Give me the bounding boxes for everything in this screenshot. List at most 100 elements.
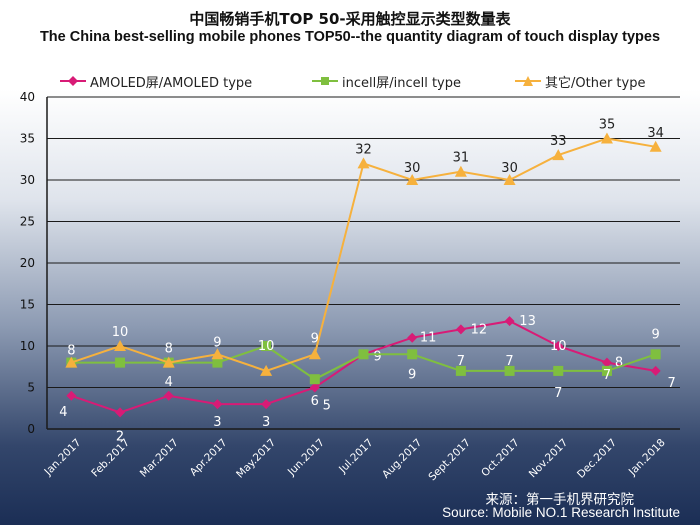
legend: AMOLED屏/AMOLED type incell屏/incell type … <box>60 70 680 92</box>
x-tick-label-12: Jan.2018 <box>626 437 668 479</box>
data-label-other-12: 34 <box>647 126 664 141</box>
point-other-1 <box>114 340 127 351</box>
x-tick-label-4: May.2017 <box>234 437 278 481</box>
data-label-other-7: 30 <box>404 161 421 176</box>
point-other-11 <box>600 132 613 144</box>
point-other-3 <box>211 348 224 360</box>
point-amoled-1 <box>115 407 126 418</box>
point-amoled-0 <box>66 390 77 401</box>
data-label-incell-7: 9 <box>408 367 416 382</box>
data-label-amoled-3: 3 <box>213 415 221 430</box>
point-incell-4 <box>261 341 272 351</box>
data-label-other-10: 33 <box>550 134 567 149</box>
point-amoled-9 <box>504 316 515 327</box>
source-chinese: 来源：第一手机界研究院 <box>485 492 635 507</box>
data-label-amoled-11: 8 <box>615 356 623 371</box>
x-tick-label-10: Nov.2017 <box>527 437 571 481</box>
point-incell-11 <box>601 365 612 376</box>
x-tick-label-8: Sept.2017 <box>426 437 473 484</box>
data-label-amoled-1: 2 <box>116 429 124 444</box>
y-tick-label-40: 40 <box>20 90 35 104</box>
series-line-amoled <box>71 320 656 414</box>
legend-item-amoled: AMOLED屏/AMOLED type <box>60 70 252 92</box>
data-label-amoled-9: 13 <box>519 314 536 329</box>
point-amoled-10 <box>553 341 564 351</box>
y-tick-label-0: 0 <box>27 422 35 436</box>
x-tick-label-6: Jul.2017 <box>336 437 375 476</box>
data-label-incell-9: 7 <box>505 354 513 369</box>
y-tick-label-15: 15 <box>20 298 35 312</box>
point-incell-3 <box>212 357 223 368</box>
y-tick-label-10: 10 <box>20 339 35 353</box>
point-other-8 <box>454 165 467 177</box>
point-amoled-3 <box>212 399 223 410</box>
data-label-other-1: 10 <box>112 325 129 340</box>
x-tick-label-1: Feb.2017 <box>89 437 132 480</box>
x-tick-label-2: Mar.2017 <box>138 437 181 480</box>
data-label-amoled-0: 4 <box>59 405 67 420</box>
point-incell-6 <box>358 349 369 360</box>
source-english: Source: Mobile NO.1 Research Institute <box>442 505 680 520</box>
legend-item-incell: incell屏/incell type <box>312 70 461 92</box>
point-amoled-12 <box>650 365 661 376</box>
data-label-incell-8: 7 <box>457 354 465 369</box>
data-label-incell-11: 7 <box>603 368 611 383</box>
data-label-other-5: 9 <box>311 331 319 346</box>
data-label-other-9: 30 <box>501 161 518 176</box>
point-incell-9 <box>504 365 515 376</box>
legend-label-amoled: AMOLED屏/AMOLED type <box>90 75 253 91</box>
point-incell-10 <box>553 365 564 376</box>
data-label-amoled-8: 12 <box>471 322 488 337</box>
point-incell-5 <box>309 374 320 385</box>
data-label-other-8: 31 <box>453 151 470 166</box>
x-tick-label-3: Apr.2017 <box>188 437 230 479</box>
x-tick-label-0: Jan.2017 <box>42 437 84 479</box>
data-label-amoled-5: 5 <box>323 399 331 414</box>
point-incell-7 <box>407 349 418 360</box>
data-label-amoled-10: 10 <box>550 339 567 354</box>
point-other-2 <box>162 356 175 368</box>
data-label-incell-4: 10 <box>258 339 275 354</box>
x-tick-label-9: Oct.2017 <box>479 437 522 480</box>
x-tick-label-5: Jun.2017 <box>285 437 327 479</box>
point-amoled-4 <box>261 399 272 410</box>
data-label-incell-12: 9 <box>652 327 660 342</box>
point-other-12 <box>649 140 662 152</box>
point-other-4 <box>260 364 273 376</box>
y-tick-label-30: 30 <box>20 173 35 187</box>
data-label-other-6: 32 <box>355 142 372 157</box>
y-tick-label-35: 35 <box>20 132 35 146</box>
data-label-amoled-7: 11 <box>420 331 437 346</box>
point-other-5 <box>308 348 321 360</box>
data-label-other-0: 8 <box>67 344 75 359</box>
point-incell-1 <box>115 357 126 368</box>
chart-title-chinese: 中国畅销手机TOP 50-采用触控显示类型数量表 <box>189 10 511 28</box>
data-label-amoled-4: 3 <box>262 415 270 430</box>
point-amoled-8 <box>455 324 466 335</box>
x-tick-label-11: Dec.2017 <box>575 437 619 481</box>
data-label-amoled-12: 7 <box>668 376 676 391</box>
data-label-incell-5: 6 <box>311 394 319 409</box>
series-line-other <box>71 137 656 372</box>
data-label-other-3: 9 <box>213 335 221 350</box>
legend-marker-incell <box>312 77 338 85</box>
legend-marker-other <box>515 76 541 86</box>
point-incell-8 <box>455 365 466 376</box>
point-other-10 <box>552 149 565 161</box>
data-label-other-11: 35 <box>599 118 616 133</box>
x-tick-label-7: Aug.2017 <box>380 437 424 481</box>
legend-label-incell: incell屏/incell type <box>342 75 461 91</box>
data-label-amoled-2: 4 <box>165 375 173 390</box>
point-amoled-2 <box>163 390 174 401</box>
point-other-6 <box>357 157 370 169</box>
point-amoled-7 <box>407 332 418 343</box>
point-other-7 <box>406 174 419 185</box>
legend-label-other: 其它/Other type <box>545 75 646 91</box>
legend-item-other: 其它/Other type <box>515 70 645 92</box>
data-label-incell-10: 7 <box>554 386 562 401</box>
point-amoled-5 <box>309 382 320 393</box>
y-tick-label-25: 25 <box>20 215 35 229</box>
y-tick-label-20: 20 <box>20 256 35 270</box>
